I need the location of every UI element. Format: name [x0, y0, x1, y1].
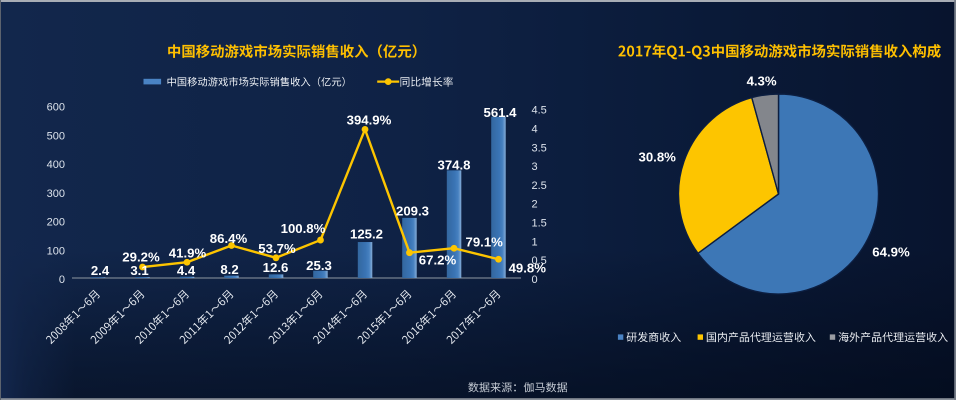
svg-text:29.2%: 29.2%: [122, 250, 160, 265]
svg-text:300: 300: [47, 188, 65, 200]
svg-text:79.1%: 79.1%: [465, 235, 503, 250]
svg-text:3: 3: [532, 161, 538, 173]
svg-text:4.3%: 4.3%: [747, 73, 777, 88]
svg-text:8.2: 8.2: [220, 262, 238, 277]
svg-text:0: 0: [532, 274, 538, 286]
svg-text:4.4: 4.4: [177, 263, 196, 278]
svg-text:3.5: 3.5: [532, 142, 547, 154]
svg-text:0: 0: [59, 274, 65, 286]
svg-text:1.5: 1.5: [532, 218, 547, 230]
svg-text:2.5: 2.5: [532, 180, 547, 192]
svg-text:25.3: 25.3: [306, 258, 332, 273]
svg-text:12.6: 12.6: [263, 260, 289, 275]
svg-text:53.7%: 53.7%: [258, 241, 296, 256]
svg-text:30.8%: 30.8%: [638, 150, 676, 165]
svg-text:200: 200: [47, 217, 65, 229]
svg-text:2.4: 2.4: [91, 263, 110, 278]
svg-text:86.4%: 86.4%: [210, 231, 248, 246]
svg-text:67.2%: 67.2%: [419, 252, 457, 267]
svg-text:2: 2: [532, 199, 538, 211]
svg-text:561.4: 561.4: [483, 105, 517, 120]
svg-text:125.2: 125.2: [350, 227, 383, 242]
svg-text:3.1: 3.1: [130, 263, 148, 278]
svg-text:0.5: 0.5: [532, 255, 547, 267]
svg-text:64.9%: 64.9%: [872, 245, 910, 260]
svg-text:209.3: 209.3: [396, 203, 429, 218]
svg-text:374.8: 374.8: [437, 157, 470, 172]
svg-text:100.8%: 100.8%: [281, 221, 326, 236]
svg-text:41.9%: 41.9%: [169, 246, 207, 261]
svg-text:4: 4: [532, 123, 538, 135]
svg-text:600: 600: [47, 102, 65, 114]
svg-text:49.8%: 49.8%: [509, 260, 547, 275]
svg-text:1: 1: [532, 236, 538, 248]
svg-text:394.9%: 394.9%: [347, 112, 392, 127]
svg-text:400: 400: [47, 159, 65, 171]
svg-text:4.5: 4.5: [532, 105, 547, 117]
svg-text:100: 100: [47, 245, 65, 257]
svg-text:500: 500: [47, 130, 65, 142]
